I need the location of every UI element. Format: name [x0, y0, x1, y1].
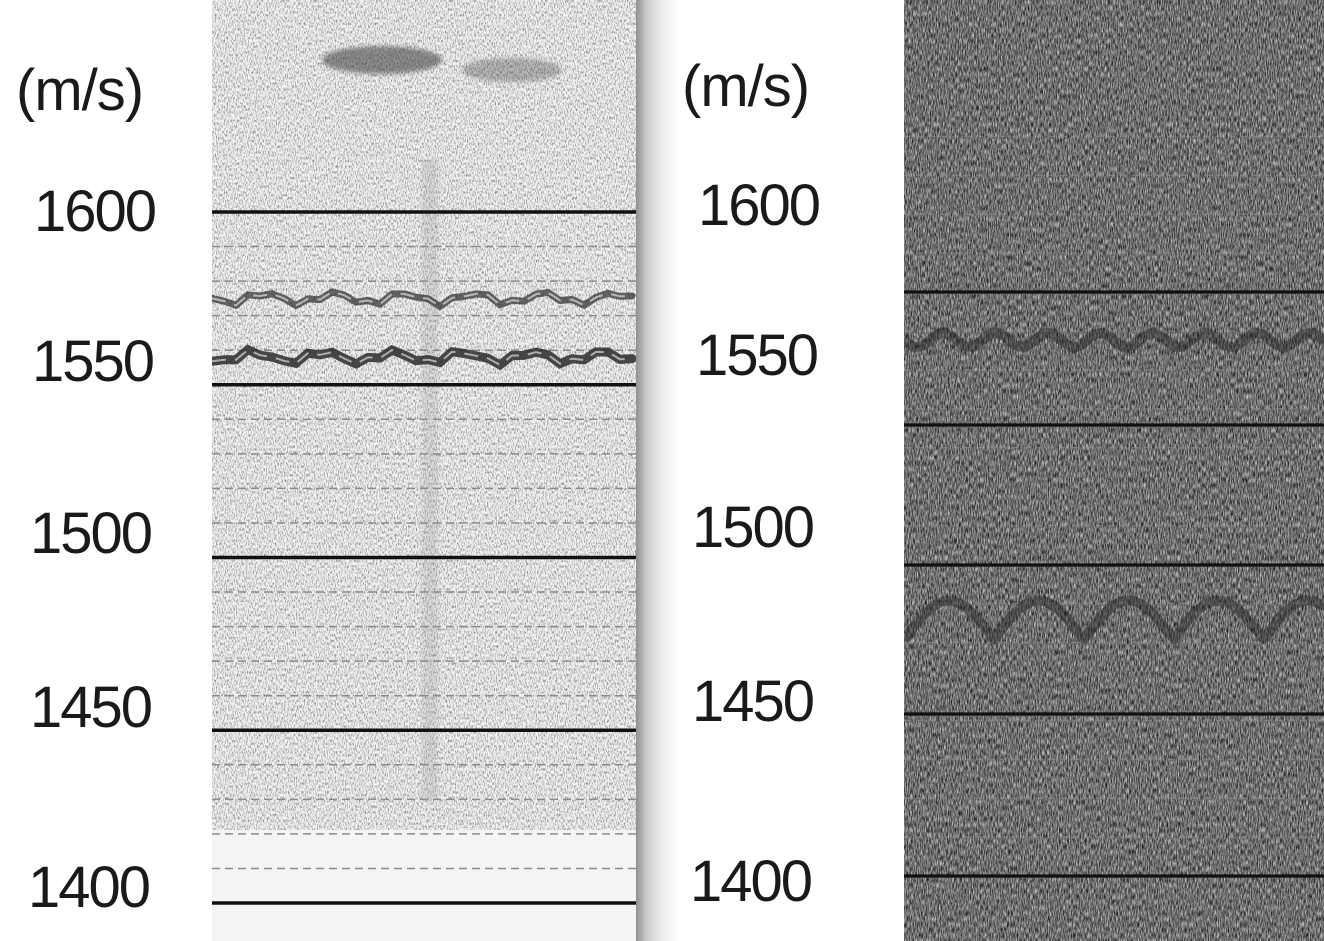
left-tick-1400: 1400	[28, 859, 149, 917]
left-panel: (m/s) 1600 1550 1500 1450 1400	[0, 0, 636, 941]
right-panel: (m/s) 1600 1550 1500 1450 1400	[680, 0, 1324, 941]
right-y-unit-label: (m/s)	[682, 58, 809, 116]
right-tick-1550: 1550	[696, 327, 817, 385]
right-tick-1450: 1450	[692, 673, 813, 731]
left-tick-1600: 1600	[34, 183, 155, 241]
right-heatmap-plot	[904, 0, 1324, 941]
left-tick-1500: 1500	[30, 505, 151, 563]
right-tick-1600: 1600	[698, 177, 819, 235]
left-heatmap-plot	[212, 0, 636, 941]
panel-divider	[636, 0, 680, 941]
left-tick-1450: 1450	[30, 679, 151, 737]
left-tick-1550: 1550	[32, 333, 153, 391]
right-tick-1500: 1500	[692, 499, 813, 557]
right-tick-1400: 1400	[690, 853, 811, 911]
left-y-unit-label: (m/s)	[16, 62, 143, 120]
